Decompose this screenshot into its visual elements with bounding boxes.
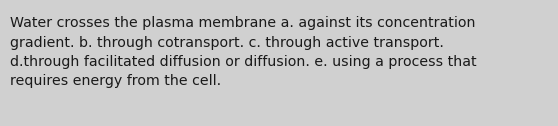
Text: Water crosses the plasma membrane a. against its concentration
gradient. b. thro: Water crosses the plasma membrane a. aga… (10, 16, 477, 88)
